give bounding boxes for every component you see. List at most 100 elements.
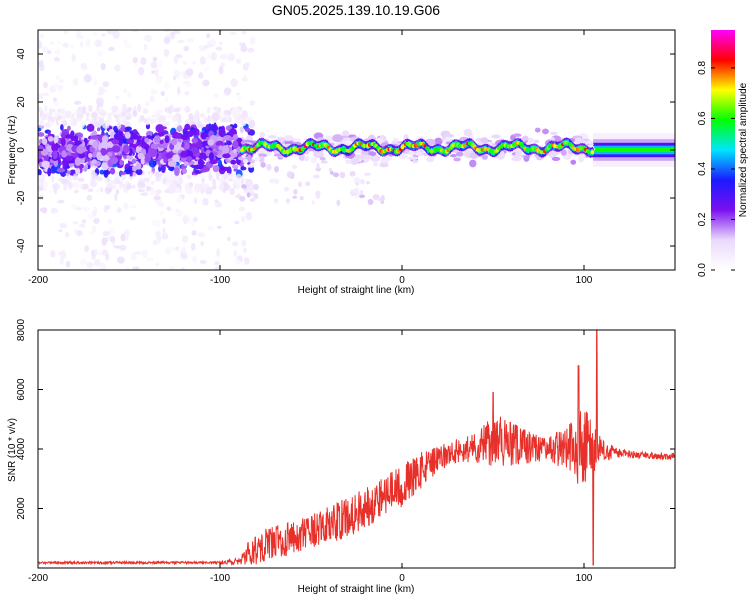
- spectrogram-cell: [99, 169, 105, 175]
- spectrogram-cell: [178, 177, 184, 184]
- spectrogram-cell: [63, 30, 68, 35]
- spectrogram-cell: [237, 96, 242, 101]
- spectrogram-cell: [48, 107, 54, 115]
- spectrogram-cell: [222, 183, 231, 191]
- y-tick-label: 4000: [16, 437, 27, 460]
- spectrogram-cell: [241, 30, 247, 35]
- spectrogram-cell: [41, 138, 48, 145]
- x-tick-label: 0: [399, 275, 405, 286]
- spectrogram-cell: [336, 199, 341, 207]
- spectrogram-cell: [42, 81, 49, 89]
- spectrogram-cell: [242, 159, 249, 164]
- spectrogram-cell: [163, 120, 171, 127]
- spectrogram-cell: [103, 178, 108, 184]
- spectrogram-cell: [125, 113, 130, 117]
- spectrogram-cell: [164, 135, 170, 144]
- spectrogram-cell: [542, 128, 549, 135]
- spectrogram-cell: [64, 134, 73, 139]
- spectrogram-cell: [132, 110, 138, 117]
- spectrogram-cell: [180, 252, 188, 260]
- spectrogram-cell: [115, 189, 120, 195]
- spectrogram-cell: [74, 109, 82, 116]
- spectrogram-cell: [194, 183, 201, 189]
- spectrogram-cell: [232, 140, 239, 149]
- spectrogram-cell: [354, 187, 360, 194]
- spectrogram-cell: [229, 187, 235, 196]
- spectrogram-cell: [165, 152, 173, 159]
- spectrogram-cell: [145, 182, 152, 186]
- spectrogram-cell: [223, 109, 232, 116]
- spectrogram-cell: [47, 136, 54, 142]
- spectrogram-cell: [299, 196, 304, 201]
- spectrogram-cell: [512, 133, 522, 137]
- spectrogram-cell: [59, 256, 64, 266]
- spectrogram-cell: [453, 157, 461, 162]
- spectrogram-cell: [142, 108, 148, 115]
- spectrogram-cell: [131, 184, 136, 189]
- spectrogram-cell: [207, 114, 211, 124]
- spectrogram-cell: [258, 155, 265, 164]
- y-tick-label: -40: [16, 238, 27, 253]
- spectrogram-cell: [244, 178, 249, 185]
- spectrogram-cell: [134, 251, 143, 255]
- spectrogram-cell: [145, 101, 150, 107]
- spectrogram-cell: [94, 39, 102, 48]
- spectrogram-cell: [222, 174, 228, 179]
- spectrogram-cell: [163, 156, 168, 164]
- spectrogram-cell: [328, 167, 332, 173]
- spectrogram-cell: [96, 116, 100, 122]
- spectrogram-cell: [239, 195, 246, 202]
- spectrogram-cell: [173, 69, 181, 79]
- spectrogram-cell: [235, 259, 241, 265]
- spectrogram-cell: [47, 50, 52, 55]
- spectrogram-cell: [93, 77, 97, 86]
- spectrogram-cell: [200, 149, 206, 154]
- spectrogram-cell: [87, 213, 94, 220]
- spectrogram-cell: [106, 141, 114, 150]
- spectrogram-cell: [311, 199, 315, 205]
- spectrogram-cell: [113, 133, 119, 140]
- spectrogram-cell: [155, 230, 161, 238]
- x-tick-label: 0: [399, 573, 405, 584]
- colorbar-tick-label: 0.2: [697, 212, 708, 226]
- spectrogram-cell: [62, 108, 66, 117]
- spectrogram-cell: [67, 182, 73, 190]
- spectrogram-cell: [100, 109, 107, 118]
- spectrogram-cell: [222, 153, 231, 159]
- spectrogram-cell: [135, 162, 142, 170]
- spectrogram-cell: [77, 177, 85, 182]
- spectrogram-cell: [227, 236, 231, 242]
- spectrogram-cell: [190, 174, 199, 179]
- spectrogram-cell: [411, 159, 419, 163]
- spectrogram-cell: [206, 33, 211, 39]
- spectrogram-cell: [39, 33, 44, 38]
- x-tick-label: 100: [576, 275, 593, 286]
- spectrogram-cell: [93, 32, 98, 36]
- spectrogram-cell: [50, 41, 55, 45]
- spectrogram-cell: [189, 120, 197, 125]
- spectrogram-cell: [80, 221, 86, 229]
- spectrogram-cell: [455, 151, 464, 157]
- spectrogram-cell: [120, 233, 126, 242]
- spectrogram-cell: [120, 111, 125, 117]
- spectrogram-cell: [367, 198, 374, 205]
- spectrogram-cell: [71, 53, 76, 62]
- spectrogram-cell: [586, 140, 593, 145]
- chart-title: GN05.2025.139.10.19.G06: [272, 2, 440, 18]
- spectrogram-cell: [214, 261, 220, 266]
- spectrogram-cell: [48, 189, 56, 193]
- spectrogram-cell: [217, 159, 223, 167]
- spectrogram-cell: [109, 236, 116, 243]
- spectrogram-cell: [97, 50, 103, 57]
- spectrogram-cell: [310, 157, 318, 164]
- spectrogram-cell: [247, 164, 255, 168]
- spectrogram-cell: [138, 188, 146, 193]
- spectrogram-cell: [227, 116, 233, 123]
- spectrogram-cell: [146, 257, 154, 262]
- spectrogram-cell: [140, 157, 145, 165]
- spectrogram-cell: [137, 152, 144, 160]
- spectrogram-cell: [107, 112, 112, 116]
- spectrogram-cell: [491, 134, 501, 139]
- spectrogram-cell: [315, 195, 320, 199]
- x-tick-label: -100: [210, 573, 230, 584]
